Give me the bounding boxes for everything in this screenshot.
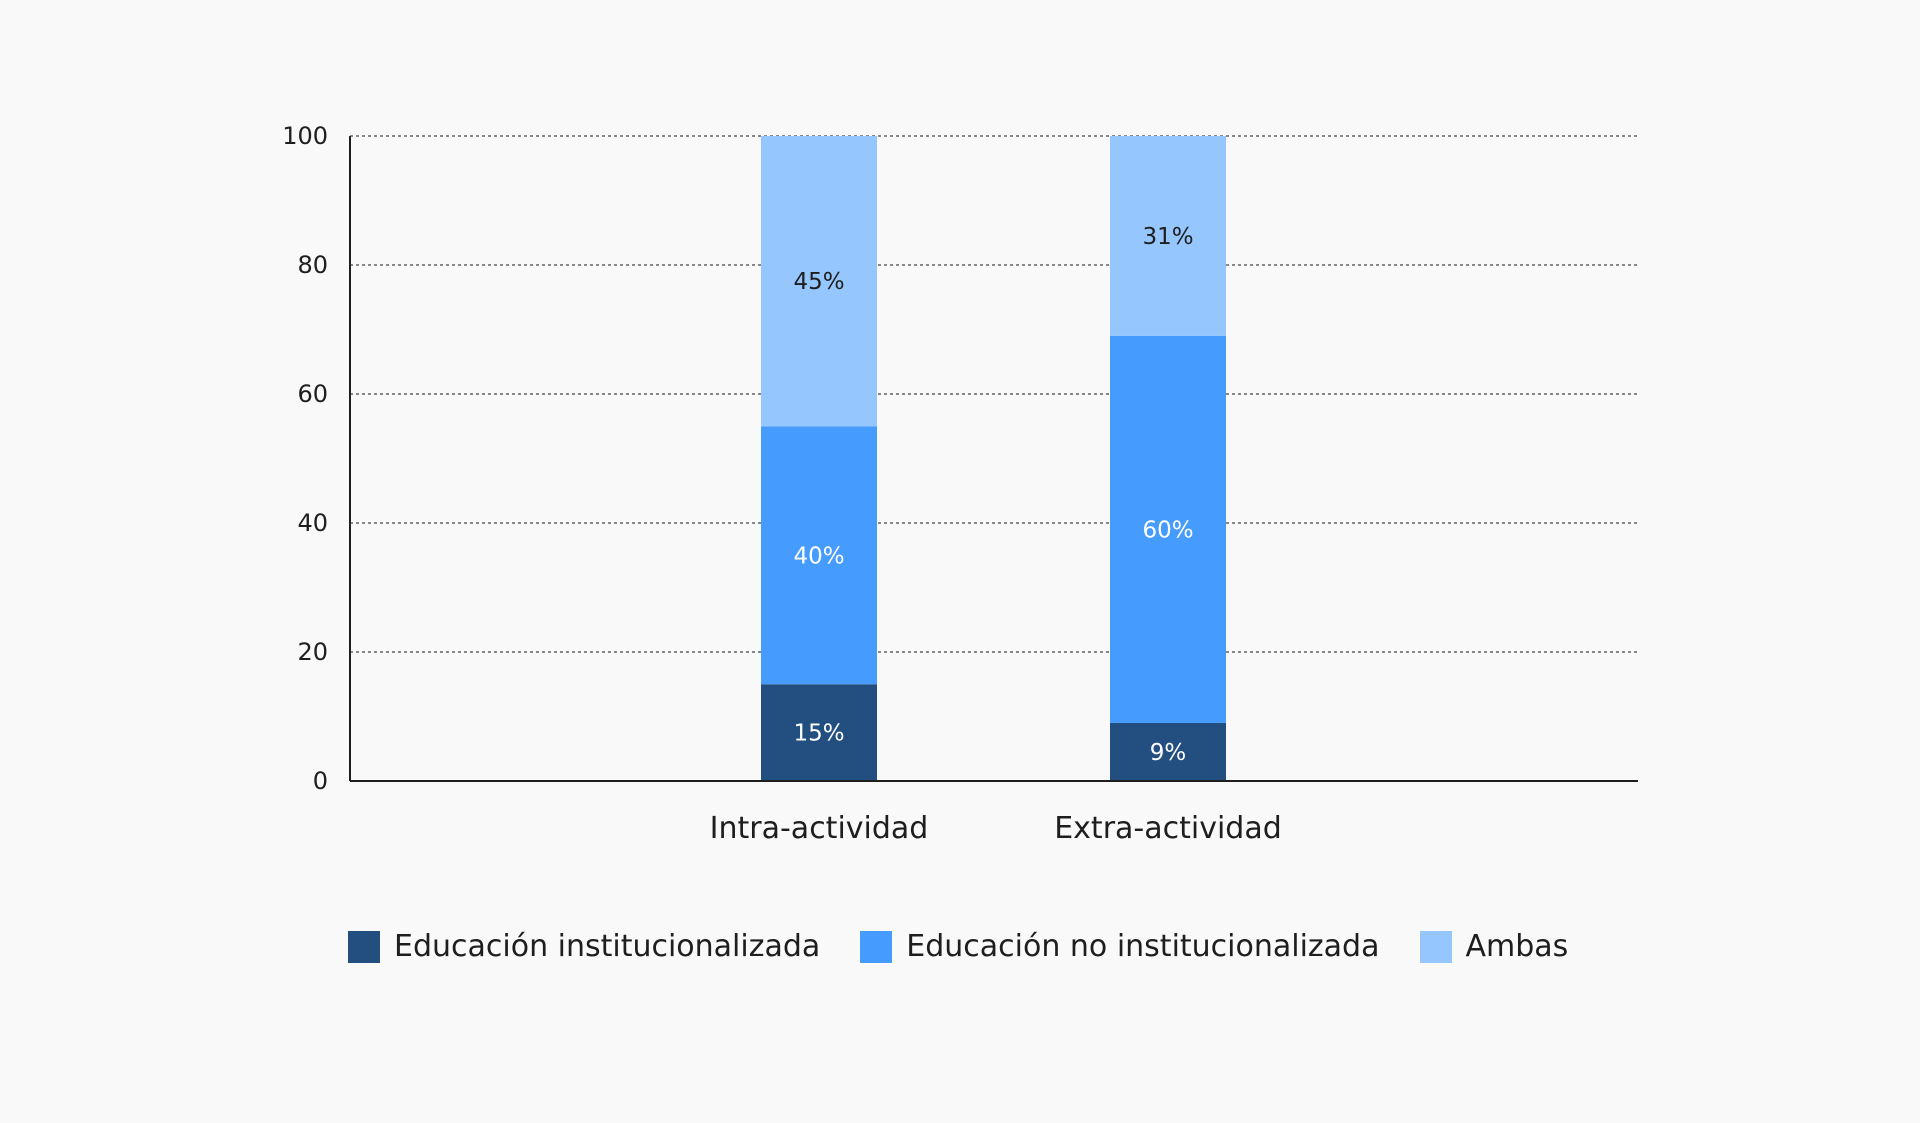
legend: Educación institucionalizada Educación n… [348, 929, 1608, 964]
data-label-1-2: 31% [1142, 224, 1193, 250]
data-label-1-0: 9% [1150, 740, 1187, 766]
bar-segment-1-1 [1110, 335, 1226, 723]
bar-segment-0-1 [761, 426, 877, 685]
legend-item-no-institucionalizada: Educación no institucionalizada [860, 929, 1380, 964]
legend-swatch-ambas [1419, 930, 1452, 963]
bar-segment-0-2 [761, 136, 877, 427]
y-tick-label-0: 0 [313, 767, 328, 795]
data-label-0-1: 40% [793, 543, 844, 569]
legend-swatch-institucionalizada [348, 930, 380, 963]
y-tick-label-40: 40 [297, 509, 328, 537]
bar-segment-0-0 [761, 684, 877, 781]
category-label-0: Intra-actividad [710, 811, 929, 846]
legend-label-ambas: Ambas [1465, 929, 1569, 964]
legend-item-institucionalizada: Educación institucionalizada [348, 929, 820, 964]
y-tick-label-80: 80 [297, 251, 328, 279]
legend-label-institucionalizada: Educación institucionalizada [394, 929, 821, 964]
legend-label-no-institucionalizada: Educación no institucionalizada [906, 929, 1380, 964]
data-label-0-2: 45% [793, 269, 844, 295]
data-label-1-1: 60% [1142, 517, 1193, 543]
y-tick-label-20: 20 [297, 638, 328, 666]
bar-segment-1-0 [1110, 722, 1226, 781]
legend-swatch-no-institucionalizada [860, 930, 893, 963]
y-tick-label-60: 60 [297, 380, 328, 408]
legend-item-ambas: Ambas [1419, 929, 1569, 964]
y-tick-label-100: 100 [282, 122, 328, 150]
category-label-1: Extra-actividad [1054, 811, 1282, 846]
bar-segment-1-2 [1110, 136, 1226, 336]
data-label-0-0: 15% [793, 721, 844, 747]
